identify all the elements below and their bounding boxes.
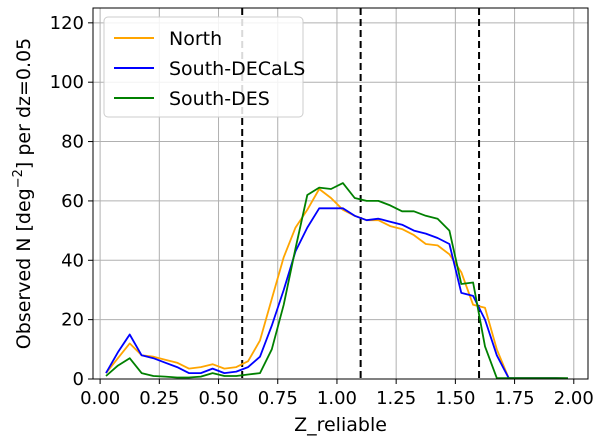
y-tick-label: 20 [61, 310, 84, 331]
x-tick-label: 1.50 [435, 388, 475, 409]
y-tick-label: 40 [61, 250, 84, 271]
x-tick-label: 1.75 [495, 388, 535, 409]
y-axis-label-tail: ] per dz=0.05 [13, 38, 35, 169]
plot-frame [92, 7, 589, 380]
x-tick-label: 1.00 [317, 388, 357, 409]
x-axis-label: Z_reliable [294, 414, 387, 436]
legend-label: North [169, 28, 222, 50]
y-axis-label-exponent: −2 [11, 169, 26, 188]
grid-lines [93, 8, 588, 380]
series-line-north [105, 188, 568, 380]
legend: North South-DECaLS South-DES [103, 16, 305, 118]
y-axis-label: Observed N [deg−2] per dz=0.05 [11, 38, 35, 349]
y-axis-label-main: Observed N [deg [13, 188, 35, 349]
x-tick-label: 0.50 [198, 388, 238, 409]
data-series [105, 182, 568, 380]
series-line-south-des [105, 182, 568, 380]
y-tick-label: 60 [61, 191, 84, 212]
x-tick-label: 1.25 [376, 388, 416, 409]
y-tick-label: 80 [61, 132, 84, 153]
legend-box [103, 16, 304, 118]
x-tick-label: 0.75 [258, 388, 298, 409]
y-tick-label: 100 [50, 72, 84, 93]
y-tick-label: 0 [73, 369, 84, 390]
legend-label: South-DES [169, 88, 270, 110]
legend-label: South-DECaLS [169, 58, 305, 80]
x-tick-label: 0.00 [80, 388, 120, 409]
x-tick-label: 0.25 [139, 388, 179, 409]
series-line-south-decals [105, 207, 568, 380]
x-tick-label: 2.00 [554, 388, 594, 409]
y-tick-label: 120 [50, 13, 84, 34]
axis-ticks: 0.00 0.25 0.50 0.75 1.00 1.25 1.50 1.75 2.00 0 20 4… [50, 13, 594, 409]
